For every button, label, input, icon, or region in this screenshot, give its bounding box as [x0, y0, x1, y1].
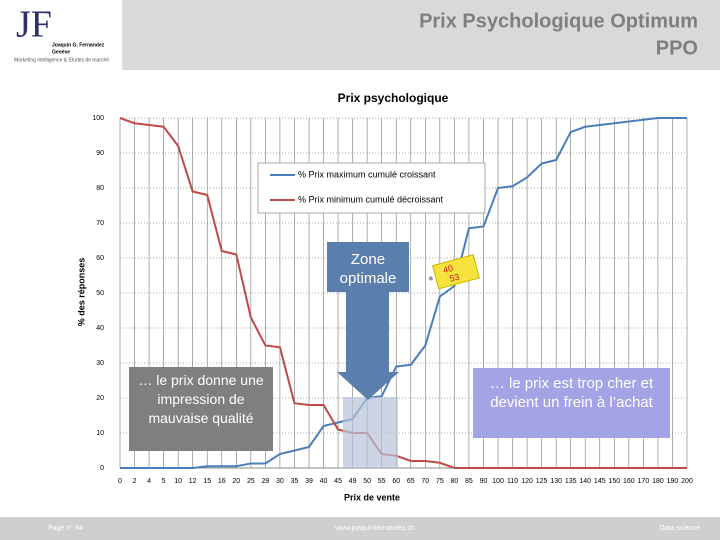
legend-label: % Prix maximum cumulé croissant	[298, 169, 436, 179]
x-tick-label: 49	[349, 478, 357, 485]
x-axis-label: Prix de vente	[344, 492, 400, 502]
y-tick-label: 100	[92, 115, 104, 122]
x-tick-label: 125	[536, 478, 548, 485]
x-tick-label: 160	[623, 478, 635, 485]
x-tick-label: 190	[667, 478, 679, 485]
price-tag: 40 53	[428, 254, 480, 290]
x-tick-label: 70	[421, 478, 429, 485]
series-line	[119, 117, 687, 469]
x-tick-label: 180	[652, 478, 664, 485]
y-tick-label: 10	[96, 430, 104, 437]
y-tick-label: 30	[96, 360, 104, 367]
overlay: 40 53	[327, 242, 480, 468]
header-bar	[122, 0, 720, 70]
url: www.joaquinfernandez.ch	[334, 525, 415, 532]
x-tick-label: 45	[334, 478, 342, 485]
x-tick-label: 29	[261, 478, 269, 485]
x-tick-label: 50	[363, 478, 371, 485]
x-tick-label: 85	[465, 478, 473, 485]
page-number: Page n° 94	[48, 524, 83, 532]
tag-price: 40	[442, 263, 454, 275]
slide-title: Prix Psychologique Optimum	[419, 10, 698, 32]
arrow-shaft	[346, 292, 389, 372]
x-tick-label: 55	[378, 478, 386, 485]
x-tick-label: 150	[608, 478, 620, 485]
x-tick-label: 5	[162, 478, 166, 485]
legend-box	[257, 162, 486, 214]
x-tick-label: 110	[507, 478, 518, 485]
series-line	[120, 117, 687, 469]
x-tick-label: 10	[174, 478, 182, 485]
arrow-head	[337, 372, 399, 400]
company: Joaquin G. Fernandez	[52, 42, 105, 48]
logo: JF	[16, 4, 52, 46]
x-tick-label: 30	[276, 478, 284, 485]
y-tick-label: 90	[96, 150, 104, 157]
zone-box	[327, 242, 409, 292]
footer-bar	[0, 517, 720, 540]
low-price-note: … le prix donne une impression de mauvai…	[129, 367, 273, 451]
tag-hole	[428, 276, 433, 281]
tagline: Marketing intelligence & Etudes de march…	[14, 57, 109, 63]
zone-label: Zone optimale	[339, 251, 397, 287]
x-tick-label: 65	[407, 478, 415, 485]
x-tick-label: 2	[133, 478, 137, 485]
y-tick-label: 80	[96, 185, 104, 192]
y-tick-label: 20	[96, 395, 104, 402]
x-tick-label: 135	[565, 478, 577, 485]
x-tick-label: 39	[305, 478, 313, 485]
y-axis-label: % des réponses	[76, 258, 86, 327]
x-tick-label: 0	[118, 478, 122, 485]
tag-price: 53	[448, 272, 460, 284]
x-tick-label: 4	[147, 478, 151, 485]
chart-title: Prix psychologique	[338, 91, 449, 105]
x-tick-label: 145	[594, 478, 606, 485]
x-tick-label: 60	[392, 478, 400, 485]
x-tick-label: 100	[492, 478, 504, 485]
y-tick-label: 0	[100, 465, 104, 472]
x-tick-label: 15	[203, 478, 211, 485]
x-tick-label: 120	[521, 478, 533, 485]
optimal-zone	[343, 397, 398, 468]
x-tick-label: 20	[232, 478, 240, 485]
section: Data science	[660, 525, 701, 532]
x-tick-label: 75	[436, 478, 444, 485]
x-tick-label: 25	[247, 478, 255, 485]
x-tick-label: 140	[579, 478, 591, 485]
y-tick-label: 50	[96, 290, 104, 297]
x-tick-label: 200	[681, 478, 693, 485]
city: Genève	[52, 49, 70, 55]
high-price-note: … le prix est trop cher et devient un fr…	[473, 368, 670, 438]
x-tick-label: 35	[291, 478, 299, 485]
x-tick-label: 90	[480, 478, 488, 485]
x-tick-label: 130	[550, 478, 562, 485]
y-tick-label: 70	[96, 220, 104, 227]
x-tick-label: 40	[320, 478, 328, 485]
x-tick-label: 170	[638, 478, 650, 485]
slide-title: PPO	[656, 37, 698, 59]
y-tick-label: 60	[96, 255, 104, 262]
y-tick-label: 40	[96, 325, 104, 332]
x-tick-label: 16	[218, 478, 226, 485]
x-tick-label: 80	[450, 478, 458, 485]
tag-body	[431, 254, 480, 290]
legend-label: % Prix minimum cumulé décroissant	[298, 194, 444, 204]
x-tick-label: 12	[189, 478, 197, 485]
